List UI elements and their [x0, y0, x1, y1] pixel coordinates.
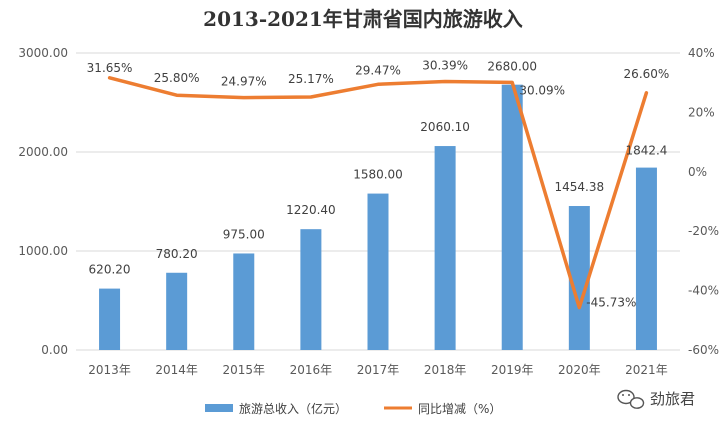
line-value-label: 25.17% — [288, 72, 334, 86]
line-value-label: 29.47% — [355, 63, 401, 77]
y-right-tick-label: -20% — [688, 224, 719, 238]
x-tick-label: 2017年 — [357, 363, 400, 377]
x-tick-label: 2015年 — [223, 363, 266, 377]
x-tick-label: 2014年 — [155, 363, 198, 377]
line-value-label: 26.60% — [624, 67, 670, 81]
bar-series — [99, 84, 657, 351]
line-value-label: 30.39% — [422, 59, 468, 73]
chart-title: 2013-2021年甘肃省国内旅游收入 — [203, 7, 523, 31]
x-tick-label: 2016年 — [290, 363, 333, 377]
axes: 0.00 1000.00 2000.00 3000.00 -60% -40% -20% 0% 2… — [18, 46, 719, 377]
y-left-tick-label: 2000.00 — [18, 145, 68, 159]
y-left-tick-label: 1000.00 — [18, 244, 68, 258]
y-right-tick-label: 40% — [688, 46, 715, 60]
series-line — [107, 76, 649, 310]
watermark: 劲旅君 — [617, 389, 695, 409]
bar-value-label: 2680.00 — [487, 60, 537, 74]
bar — [233, 253, 255, 350]
x-tick-label: 2013年 — [88, 363, 131, 377]
bar — [300, 229, 322, 350]
bar-value-label: 780.20 — [156, 247, 198, 261]
bar — [367, 193, 389, 350]
y-right-tick-label: 20% — [688, 105, 715, 119]
bar-value-label: 1220.40 — [286, 203, 336, 217]
line-value-label: 25.80% — [154, 71, 200, 85]
bar — [635, 167, 657, 350]
y-left-tick-label: 3000.00 — [18, 46, 68, 60]
bar-value-label: 2060.10 — [420, 120, 470, 134]
bar-value-label: 1454.38 — [555, 180, 605, 194]
y-right-tick-label: 0% — [688, 165, 707, 179]
bar — [434, 146, 456, 350]
wechat-icon — [617, 389, 645, 409]
legend-line-label: 同比增减（%） — [418, 402, 501, 416]
line-value-label: -45.73% — [586, 296, 636, 310]
bar — [99, 288, 121, 350]
legend: 旅游总收入（亿元） 同比增减（%） — [205, 401, 501, 416]
bar-value-label: 1580.00 — [353, 168, 403, 182]
legend-bar-label: 旅游总收入（亿元） — [239, 401, 347, 416]
bar-value-label: 975.00 — [223, 227, 265, 241]
x-tick-label: 2020年 — [558, 363, 601, 377]
data-labels: 620.20 780.20 975.00 1220.40 1580.00 2060.10 2… — [87, 59, 670, 310]
y-left-tick-label: 0.00 — [41, 343, 68, 357]
watermark-text: 劲旅君 — [650, 390, 695, 408]
bar — [166, 272, 188, 350]
y-right-tick-label: -40% — [688, 284, 719, 298]
line-series — [107, 76, 649, 310]
line-value-label: 24.97% — [221, 75, 267, 89]
bar-value-label: 1842.4 — [625, 144, 667, 158]
x-tick-label: 2019年 — [491, 363, 534, 377]
legend-bar-swatch — [205, 404, 233, 412]
line-value-label: 30.09% — [519, 83, 565, 97]
bar — [568, 206, 590, 350]
y-right-tick-label: -60% — [688, 343, 719, 357]
bar-value-label: 620.20 — [89, 263, 131, 277]
x-tick-label: 2021年 — [625, 363, 668, 377]
x-tick-label: 2018年 — [424, 363, 467, 377]
bar — [501, 84, 523, 351]
line-value-label: 31.65% — [87, 61, 133, 75]
